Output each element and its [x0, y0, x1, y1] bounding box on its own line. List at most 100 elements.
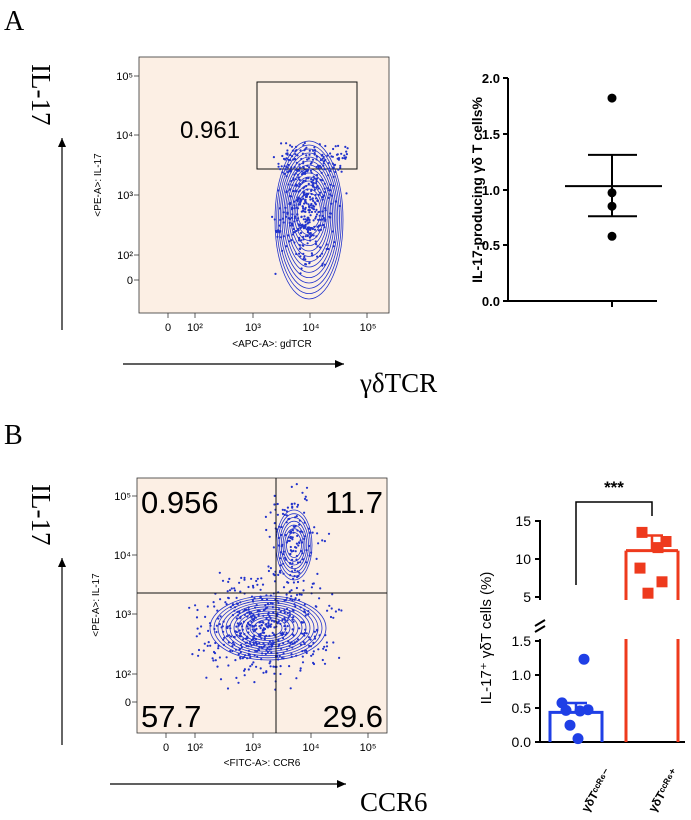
- event-dot: [332, 616, 335, 619]
- event-dot: [194, 604, 197, 607]
- event-dot: [324, 144, 327, 148]
- event-dot: [203, 642, 206, 645]
- event-dot: [322, 647, 325, 650]
- event-dot: [302, 589, 305, 592]
- event-dot: [196, 627, 199, 630]
- event-dot: [302, 641, 305, 644]
- event-dot: [326, 609, 329, 612]
- event-dot: [267, 569, 270, 573]
- event-dot: [305, 649, 308, 652]
- data-point: [660, 536, 672, 547]
- quadrant-lower-left: 57.7: [141, 699, 201, 734]
- event-dot: [288, 665, 291, 668]
- event-dot: [259, 632, 262, 636]
- event-dot: [228, 589, 232, 592]
- event-dot: [268, 535, 271, 538]
- event-dot: [216, 665, 219, 668]
- x-tick-label: 10²: [187, 742, 203, 754]
- event-dot: [300, 621, 303, 624]
- contour-line: [284, 164, 333, 268]
- event-dot: [272, 546, 275, 549]
- event-dot: [328, 604, 331, 607]
- event-dot: [326, 154, 329, 157]
- event-dot: [308, 166, 311, 169]
- y-tick-label: 10: [515, 551, 531, 567]
- event-dot: [314, 217, 317, 220]
- event-dot: [307, 226, 310, 229]
- quadrant-lower-right: 29.6: [323, 699, 383, 734]
- event-dot: [286, 625, 289, 628]
- event-dot: [255, 579, 258, 583]
- event-dot: [304, 614, 307, 617]
- data-point: [642, 587, 654, 599]
- event-dot: [337, 157, 341, 160]
- panel-b-y-title: IL-17: [26, 484, 56, 545]
- event-dot: [218, 571, 221, 574]
- event-dot: [211, 657, 214, 660]
- data-point: [656, 576, 668, 588]
- event-dot: [305, 195, 308, 198]
- event-dot: [319, 587, 322, 590]
- event-dot: [302, 166, 305, 169]
- event-dot: [318, 597, 321, 600]
- contour-line: [293, 184, 325, 241]
- event-dot: [285, 631, 288, 635]
- panel-b-x-title: CCR6: [360, 787, 428, 817]
- event-dot: [308, 149, 311, 152]
- event-dot: [316, 572, 319, 576]
- event-dot: [219, 615, 222, 618]
- event-dot: [283, 625, 286, 628]
- y-tick-label: 0.5: [512, 700, 532, 716]
- event-dot: [324, 649, 328, 652]
- event-dot: [200, 625, 203, 628]
- gate-frequency: 0.961: [180, 117, 240, 144]
- event-dot: [299, 272, 302, 275]
- contour-line: [274, 140, 344, 300]
- event-dot: [281, 154, 284, 158]
- y-tick-label: 10²: [117, 250, 133, 262]
- event-dot: [261, 583, 265, 586]
- contour-line: [279, 517, 309, 573]
- event-dot: [305, 499, 308, 502]
- event-dot: [259, 627, 262, 630]
- event-dot: [292, 549, 295, 553]
- event-dot: [302, 218, 305, 221]
- event-dot: [299, 667, 302, 670]
- event-dot: [243, 668, 246, 671]
- event-dot: [251, 625, 254, 628]
- event-dot: [221, 579, 225, 582]
- event-dot: [302, 179, 305, 182]
- event-dot: [243, 674, 246, 677]
- event-dot: [224, 601, 227, 604]
- event-dot: [317, 211, 320, 214]
- event-dot: [229, 649, 232, 653]
- event-dot: [316, 177, 319, 180]
- event-dot: [304, 198, 307, 201]
- category-label-ccr6-neg: γδTᶜᶜᴿ⁶⁻: [578, 766, 614, 814]
- event-dot: [239, 657, 242, 660]
- event-dot: [197, 654, 200, 657]
- event-dot: [295, 483, 298, 486]
- event-dot: [310, 178, 313, 181]
- event-dot: [288, 614, 291, 617]
- event-dot: [235, 625, 238, 628]
- event-dot: [300, 198, 303, 201]
- contour-line: [237, 610, 299, 646]
- data-point: [607, 231, 617, 241]
- event-dot: [313, 228, 317, 231]
- event-dot: [323, 662, 327, 665]
- flow-plot-b: 0.956 11.7 57.7 29.6 10⁵ 10⁴ 10³ 10² 0 0: [91, 477, 388, 769]
- event-dot: [294, 550, 297, 553]
- data-point: [607, 93, 617, 103]
- panel-b-letter: B: [4, 420, 23, 451]
- event-dot: [292, 620, 295, 623]
- event-dot: [262, 621, 265, 624]
- event-dot: [314, 605, 317, 608]
- contour-line: [284, 528, 304, 562]
- y-parameter-label: <PE-A>: IL-17: [91, 573, 102, 637]
- event-dot: [317, 542, 320, 545]
- x-tick-label: 10⁵: [360, 322, 377, 334]
- event-dot: [303, 215, 306, 218]
- panel-a-y-title: IL-17: [26, 64, 56, 125]
- contour-line: [295, 188, 323, 236]
